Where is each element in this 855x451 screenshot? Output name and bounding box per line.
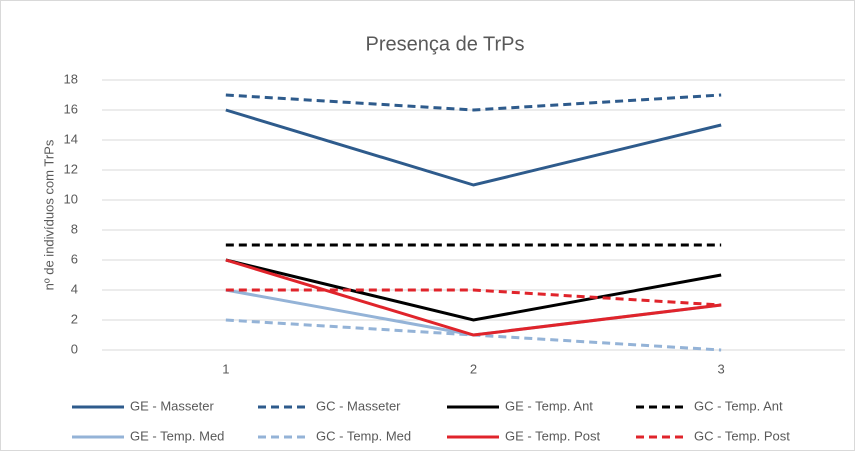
- y-tick-label: 12: [64, 161, 78, 176]
- series-line: [225, 93, 722, 112]
- series-line: [225, 108, 722, 187]
- legend-label: GC - Masseter: [316, 398, 401, 413]
- legend-label: GC - Temp. Post: [694, 428, 790, 443]
- x-tick-label: 3: [718, 361, 725, 376]
- series-line: [225, 288, 722, 307]
- legend-label: GC - Temp. Ant: [694, 398, 783, 413]
- legend-label: GE - Masseter: [130, 398, 214, 413]
- y-tick-label: 10: [64, 191, 78, 206]
- y-tick-label: 6: [71, 251, 78, 266]
- legend-label: GE - Temp. Post: [505, 428, 601, 443]
- series-line: [225, 258, 722, 322]
- chart-title: Presença de TrPs: [366, 33, 525, 55]
- legend-label: GC - Temp. Med: [316, 428, 411, 443]
- y-tick-label: 4: [71, 281, 78, 296]
- y-axis-label: nº de indivíduos com TrPs: [41, 139, 56, 290]
- x-tick-label: 1: [222, 361, 229, 376]
- legend-label: GE - Temp. Med: [130, 428, 224, 443]
- y-tick-label: 14: [64, 131, 78, 146]
- legend-label: GE - Temp. Ant: [505, 398, 593, 413]
- y-tick-label: 8: [71, 221, 78, 236]
- y-tick-label: 0: [71, 341, 78, 356]
- y-tick-label: 2: [71, 311, 78, 326]
- y-tick-label: 18: [64, 71, 78, 86]
- y-tick-label: 16: [64, 101, 78, 116]
- series-line: [225, 258, 722, 337]
- x-tick-label: 2: [470, 361, 477, 376]
